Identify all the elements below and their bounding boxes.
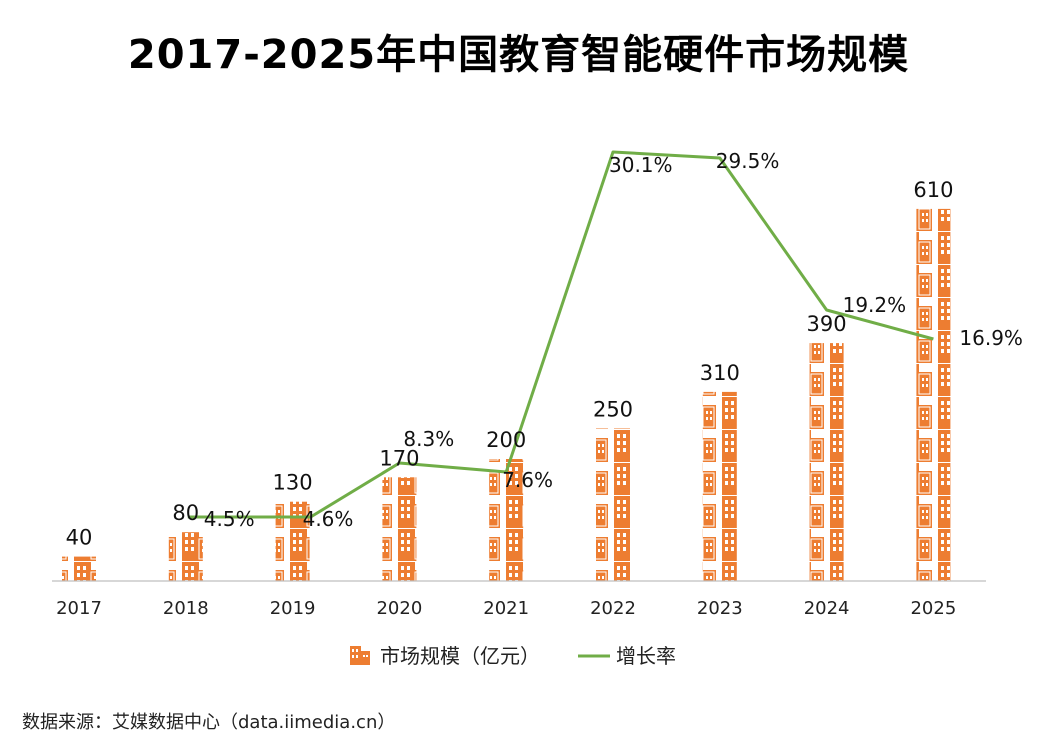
x-tick-2022: 2022 [590,598,636,619]
growth-label-2018: 4.5% [204,507,255,531]
source-note: 数据来源：艾媒数据中心（data.iimedia.cn） [22,712,396,733]
growth-line [187,150,934,519]
bar-value-label-2023: 310 [700,361,740,385]
bar-2020 [382,477,417,581]
bar-2018 [168,532,203,581]
bar-value-label-2017: 40 [66,526,93,550]
bar-2024 [809,343,844,581]
bar-value-label-2020: 170 [379,446,419,470]
chart-title: 2017-2025年中国教育智能硬件市场规模 [127,32,910,78]
growth-label-2021: 7.6% [502,468,553,492]
growth-label-2023: 29.5% [716,149,780,173]
bars-layer [62,208,951,581]
legend-bar-swatch [349,645,371,665]
bar-2019 [275,501,310,581]
growth-label-2020: 8.3% [403,427,454,451]
x-tick-labels: 2017 2018 2019 2020 2021 2022 2023 2024 2025 [56,598,956,619]
x-tick-2021: 2021 [483,598,529,619]
x-tick-2020: 2020 [376,598,422,619]
growth-line-layer [187,150,934,519]
x-tick-2019: 2019 [270,598,316,619]
x-tick-2017: 2017 [56,598,102,619]
x-tick-2018: 2018 [163,598,209,619]
bar-value-label-2018: 80 [172,501,199,525]
bar-value-label-2024: 390 [807,312,847,336]
growth-label-2024: 19.2% [843,293,907,317]
growth-label-2025: 16.9% [959,326,1023,350]
legend: 市场规模（亿元） 增长率 [349,644,676,668]
bar-2021 [489,459,524,581]
x-tick-2024: 2024 [804,598,850,619]
legend-bar-label: 市场规模（亿元） [380,644,540,668]
bar-2023 [702,391,737,581]
growth-label-2022: 30.1% [609,153,673,177]
data-labels: 40 80 130 170 200 250 310 390 610 4.5% 4.6% 8.3% 7.6… [66,149,1023,550]
bar-value-label-2019: 130 [273,471,313,495]
legend-line-label: 增长率 [616,644,676,668]
bar-2017 [62,556,96,581]
bar-2022 [596,428,630,581]
bar-value-label-2022: 250 [593,398,633,422]
bar-value-label-2021: 200 [486,428,526,452]
bar-2025 [916,208,951,581]
x-tick-2025: 2025 [910,598,956,619]
growth-label-2019: 4.6% [303,507,354,531]
bar-value-label-2025: 610 [913,178,953,202]
x-tick-2023: 2023 [697,598,743,619]
